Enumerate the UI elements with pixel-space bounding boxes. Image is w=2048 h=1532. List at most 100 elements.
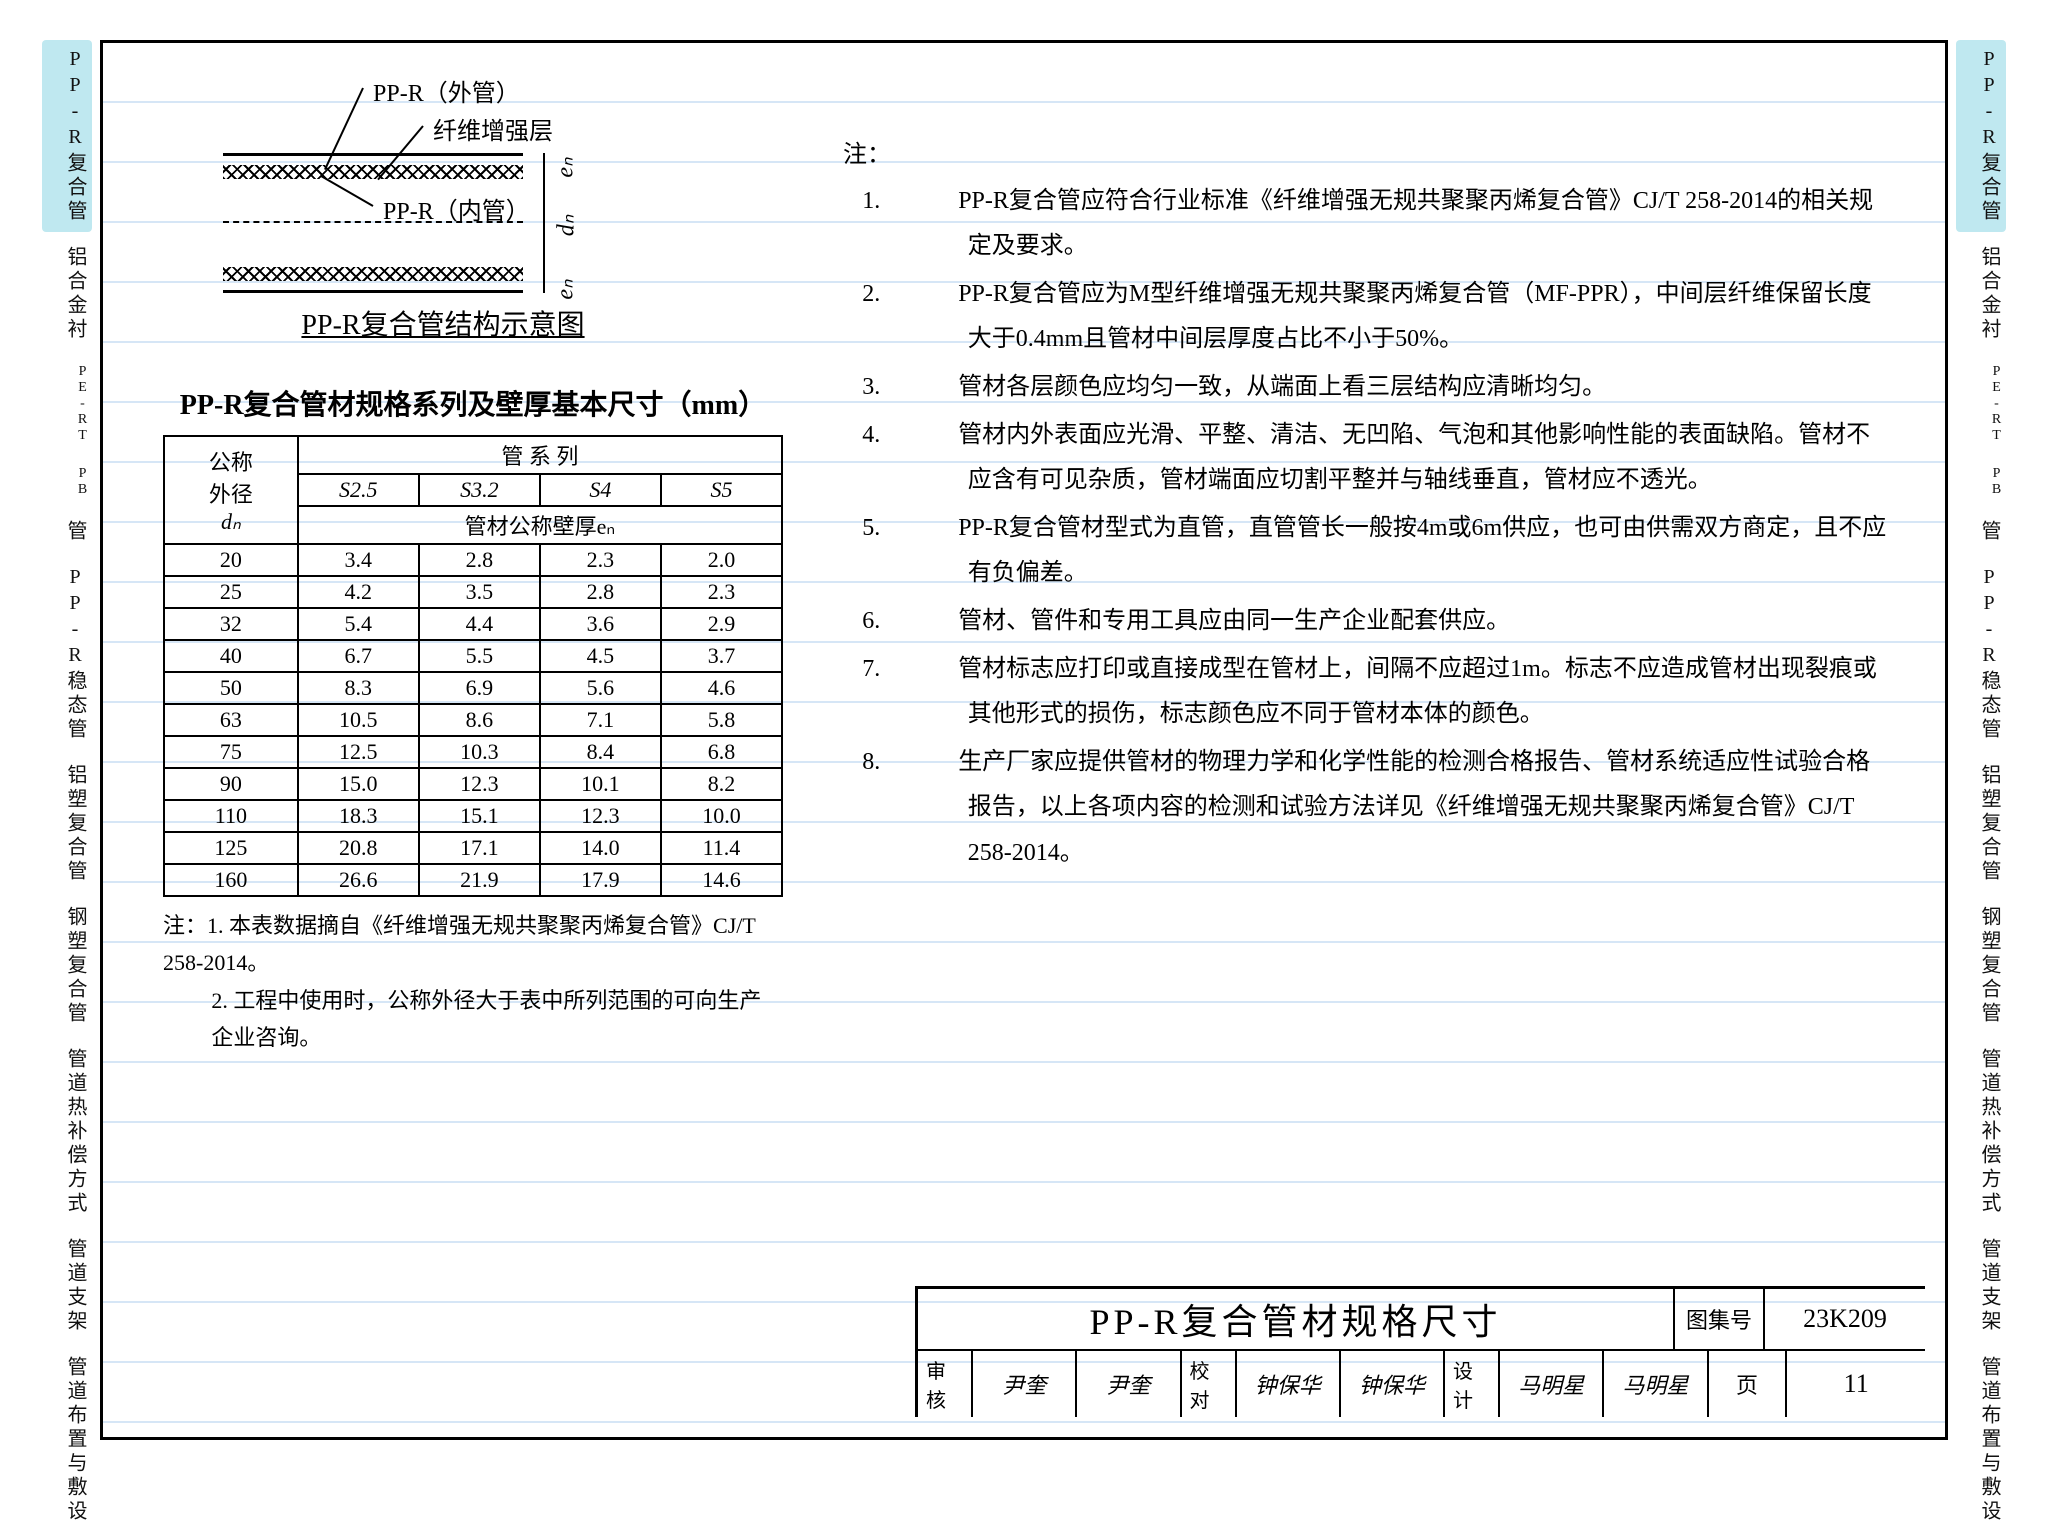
cell-value: 3.5	[419, 576, 540, 608]
note-item: 3.管材各层颜色应均匀一致，从端面上看三层结构应清晰均匀。	[915, 365, 1893, 411]
cell-value: 18.3	[298, 800, 419, 832]
table-row: 508.36.95.64.6	[164, 672, 782, 704]
cell-value: 17.9	[540, 864, 661, 896]
section-tab[interactable]: PP-R复合管	[42, 40, 92, 232]
note-item: 2.PP-R复合管应为M型纤维增强无规共聚聚丙烯复合管（MF-PPR），中间层纤…	[915, 272, 1893, 363]
section-tab[interactable]: PB	[1956, 458, 2006, 506]
col-dn-h-l1: 公称	[209, 450, 253, 475]
note-item: 4.管材内外表面应光滑、平整、清洁、无凹陷、气泡和其他影响性能的表面缺陷。管材不…	[915, 413, 1893, 504]
cell-dn: 110	[164, 800, 298, 832]
sheet-title: PP-R复合管材规格尺寸	[918, 1289, 1675, 1349]
cell-value: 2.9	[661, 608, 782, 640]
k-review: 审核	[918, 1351, 973, 1417]
cell-value: 8.6	[419, 704, 540, 736]
cell-value: 2.8	[540, 576, 661, 608]
cell-value: 8.4	[540, 736, 661, 768]
album-val: 23K209	[1765, 1289, 1925, 1349]
section-tab[interactable]: 管道支架	[42, 1230, 92, 1342]
section-tab[interactable]: PE-RT	[1956, 356, 2006, 452]
cell-value: 5.6	[540, 672, 661, 704]
cell-value: 11.4	[661, 832, 782, 864]
cell-value: 8.3	[298, 672, 419, 704]
cell-value: 10.1	[540, 768, 661, 800]
col-dn-header: 公称 外径 dₙ	[164, 436, 298, 544]
section-tab[interactable]: 管道布置与敷设	[1956, 1348, 2006, 1532]
cell-dn: 160	[164, 864, 298, 896]
section-tab[interactable]: PE-RT	[42, 356, 92, 452]
cell-dn: 40	[164, 640, 298, 672]
cell-dn: 20	[164, 544, 298, 576]
series-group-header: 管 系 列	[298, 436, 782, 474]
cell-value: 12.5	[298, 736, 419, 768]
cell-value: 3.4	[298, 544, 419, 576]
cell-value: 12.3	[540, 800, 661, 832]
table-row: 12520.817.114.011.4	[164, 832, 782, 864]
spec-notes: 注： 1.PP-R复合管应符合行业标准《纤维增强无规共聚聚丙烯复合管》CJ/T …	[843, 133, 1893, 879]
left-section-tabs: PP-R复合管铝合金衬 PE-RT PB 管 PP-R稳态管铝塑复合管钢塑复合管管道热补…	[42, 40, 92, 1532]
table-note-1: 1. 本表数据摘自《纤维增强无规共聚聚丙烯复合管》CJ/T 258-2014。	[163, 913, 755, 975]
cell-value: 5.4	[298, 608, 419, 640]
cell-value: 10.5	[298, 704, 419, 736]
page-content: PP-R（外管） 纤维增强层 PP-R（内管） dₙ eₙ eₙ PP-R复合管…	[123, 63, 1925, 1417]
table-row: 7512.510.38.46.8	[164, 736, 782, 768]
cell-dn: 75	[164, 736, 298, 768]
cell-value: 4.6	[661, 672, 782, 704]
table-row: 9015.012.310.18.2	[164, 768, 782, 800]
section-tab[interactable]: 管道布置与敷设	[42, 1348, 92, 1532]
spec-table: 公称 外径 dₙ 管 系 列 S2.5S3.2S4S5 管材公称壁厚eₙ 203…	[163, 435, 783, 897]
table-row: 6310.58.67.15.8	[164, 704, 782, 736]
cell-value: 20.8	[298, 832, 419, 864]
section-tab[interactable]: 钢塑复合管	[1956, 898, 2006, 1034]
spec-table-wrap: PP-R复合管材规格系列及壁厚基本尺寸（mm） 公称 外径 dₙ 管 系 列 S…	[163, 383, 783, 1057]
cell-value: 4.5	[540, 640, 661, 672]
k-proof: 校对	[1182, 1351, 1237, 1417]
page-key: 页	[1709, 1351, 1788, 1417]
note-item: 8.生产厂家应提供管材的物理力学和化学性能的检测合格报告、管材系统适应性试验合格…	[915, 740, 1893, 877]
fiber-layer-bottom	[223, 267, 523, 281]
cell-value: 2.3	[661, 576, 782, 608]
table-note-label: 注：	[163, 913, 207, 938]
dim-en-bottom: eₙ	[551, 279, 580, 299]
cell-value: 2.3	[540, 544, 661, 576]
cell-value: 4.4	[419, 608, 540, 640]
v-review-s: 尹奎	[1077, 1351, 1181, 1417]
dim-dn: dₙ	[551, 215, 580, 237]
section-tab[interactable]: 管	[1956, 512, 2006, 552]
page-num: 11	[1787, 1351, 1925, 1417]
album-key: 图集号	[1675, 1289, 1765, 1349]
section-tab[interactable]: 铝塑复合管	[42, 756, 92, 892]
section-tab[interactable]: 铝合金衬	[42, 238, 92, 350]
section-tab[interactable]: 铝塑复合管	[1956, 756, 2006, 892]
cell-value: 5.5	[419, 640, 540, 672]
cell-value: 6.7	[298, 640, 419, 672]
cell-value: 6.9	[419, 672, 540, 704]
section-tab[interactable]: 管道支架	[1956, 1230, 2006, 1342]
section-tab[interactable]: PP-R稳态管	[42, 558, 92, 750]
pipe-section-drawing: PP-R（外管） 纤维增强层 PP-R（内管） dₙ eₙ eₙ	[223, 93, 623, 323]
cell-value: 3.7	[661, 640, 782, 672]
section-tab[interactable]: PB	[42, 458, 92, 506]
table-row: 203.42.82.32.0	[164, 544, 782, 576]
section-tab[interactable]: PP-R复合管	[1956, 40, 2006, 232]
section-tab[interactable]: 管道热补偿方式	[1956, 1040, 2006, 1224]
cell-value: 7.1	[540, 704, 661, 736]
cell-value: 12.3	[419, 768, 540, 800]
cell-value: 5.8	[661, 704, 782, 736]
table-row: 254.23.52.82.3	[164, 576, 782, 608]
v-proof-s: 钟保华	[1341, 1351, 1445, 1417]
note-item: 6.管材、管件和专用工具应由同一生产企业配套供应。	[915, 599, 1893, 645]
dim-dn-line	[543, 153, 545, 293]
section-tab[interactable]: PP-R稳态管	[1956, 558, 2006, 750]
section-tab[interactable]: 管道热补偿方式	[42, 1040, 92, 1224]
cell-value: 3.6	[540, 608, 661, 640]
section-tab[interactable]: 管	[42, 512, 92, 552]
v-review-n: 尹奎	[973, 1351, 1077, 1417]
series-header: S3.2	[419, 474, 540, 506]
section-tab[interactable]: 钢塑复合管	[42, 898, 92, 1034]
dim-en-top: eₙ	[551, 157, 580, 177]
cell-dn: 90	[164, 768, 298, 800]
label-outer: PP-R（外管）	[373, 73, 520, 108]
notes-label: 注：	[843, 133, 901, 179]
section-tab[interactable]: 铝合金衬	[1956, 238, 2006, 350]
col-dn-h-l2: 外径	[209, 482, 253, 507]
